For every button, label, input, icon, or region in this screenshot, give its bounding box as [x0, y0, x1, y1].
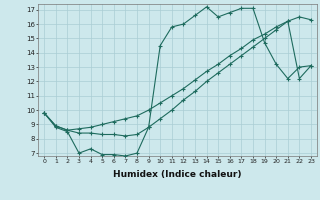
- X-axis label: Humidex (Indice chaleur): Humidex (Indice chaleur): [113, 170, 242, 179]
